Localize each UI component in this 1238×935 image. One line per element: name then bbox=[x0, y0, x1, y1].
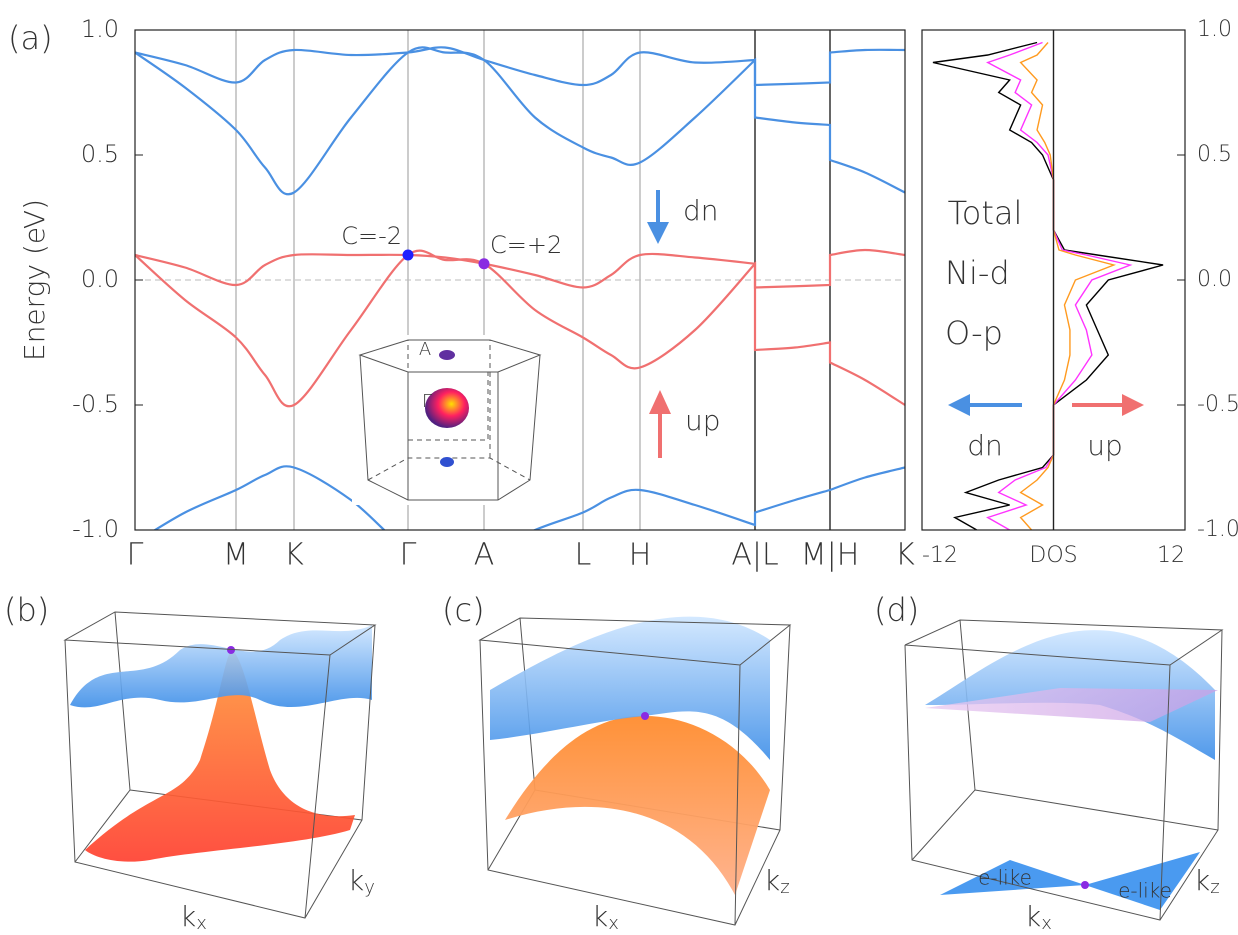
annotation: up bbox=[1087, 429, 1123, 462]
axis-label-main: k bbox=[764, 864, 780, 897]
y-tick-label: 1.0 bbox=[81, 15, 119, 43]
annotation: e-like bbox=[1118, 879, 1172, 903]
x-tick-label: 12 bbox=[1157, 543, 1185, 568]
x-tick-label: K bbox=[895, 538, 915, 573]
panel-b: (b) kx ky bbox=[4, 591, 375, 934]
axis-label: kx bbox=[1025, 900, 1052, 934]
weyl-point-label: C=+2 bbox=[490, 231, 562, 259]
band-line bbox=[135, 47, 905, 85]
legend-label: Ni-d bbox=[945, 254, 1010, 292]
weyl-point bbox=[479, 258, 490, 269]
panel-label: (a) bbox=[8, 19, 53, 57]
panel-c: (c) kx kz bbox=[442, 591, 790, 934]
panel-d: (d) e-like e-like kx kz bbox=[874, 591, 1222, 934]
axis-label-main: k bbox=[1025, 900, 1041, 933]
weyl-point-label: C=-2 bbox=[341, 222, 402, 250]
x-tick-label: Γ bbox=[400, 538, 417, 573]
y-tick-label: -1.0 bbox=[72, 515, 119, 543]
panel-label: (b) bbox=[4, 591, 49, 629]
annotation: dn bbox=[683, 194, 719, 227]
panel-label: (d) bbox=[874, 591, 919, 629]
axis-label-main: k bbox=[592, 900, 608, 933]
y-tick-label: 0.5 bbox=[1197, 142, 1232, 167]
x-tick-label: Γ bbox=[127, 538, 144, 573]
figure: A Γ (a) Energy (eV) (b) kx ky (c) kx kz … bbox=[0, 0, 1238, 935]
legend-label: O-p bbox=[945, 314, 1003, 352]
axis-label: kz bbox=[764, 864, 790, 898]
x-tick-label: M|H bbox=[801, 538, 860, 573]
annotation: up bbox=[685, 404, 721, 437]
axis-label-sub: x bbox=[196, 913, 207, 934]
axis-label: ky bbox=[348, 864, 375, 898]
x-axis-label: DOS bbox=[1029, 543, 1077, 568]
inset-label: A bbox=[419, 339, 431, 360]
axis-label-main: k bbox=[180, 900, 196, 933]
axis-label-sub: z bbox=[780, 877, 789, 898]
axis-label-main: k bbox=[1194, 864, 1210, 897]
y-tick-label: -0.5 bbox=[1197, 392, 1238, 417]
x-tick-label: K bbox=[284, 538, 304, 573]
weyl-point bbox=[403, 250, 414, 261]
axis-label: kx bbox=[180, 900, 207, 934]
x-tick-label: M bbox=[223, 538, 249, 573]
y-tick-label: -0.5 bbox=[72, 390, 119, 418]
y-axis-label: Energy (eV) bbox=[18, 199, 51, 361]
y-tick-label: -1.0 bbox=[1197, 517, 1238, 542]
axis-label-main: k bbox=[348, 864, 364, 897]
annotation: dn bbox=[967, 429, 1003, 462]
y-tick-label: 0.0 bbox=[1197, 267, 1232, 292]
inset-label: Γ bbox=[422, 391, 432, 412]
x-tick-label: A|L bbox=[731, 538, 778, 573]
x-tick-label: L bbox=[575, 538, 592, 573]
legend-label: Total bbox=[948, 194, 1023, 232]
brillouin-zone-inset: A Γ bbox=[352, 335, 547, 505]
y-tick-label: 0.0 bbox=[81, 265, 119, 293]
panel-label: (c) bbox=[442, 591, 485, 629]
x-tick-label: A bbox=[474, 538, 495, 573]
axis-label: kz bbox=[1194, 864, 1220, 898]
annotation: e-like bbox=[978, 866, 1032, 890]
y-tick-label: 0.5 bbox=[81, 140, 119, 168]
band-line bbox=[135, 47, 905, 194]
y-tick-label: 1.0 bbox=[1197, 17, 1232, 42]
axis-label-sub: x bbox=[1041, 913, 1052, 934]
axis-label-sub: z bbox=[1210, 877, 1219, 898]
axis-label-sub: y bbox=[364, 877, 375, 898]
axis-label: kx bbox=[592, 900, 619, 934]
x-tick-label: -12 bbox=[922, 543, 958, 568]
spin-arrows bbox=[647, 190, 1144, 458]
x-tick-label: H bbox=[629, 538, 652, 573]
axis-label-sub: x bbox=[608, 913, 619, 934]
